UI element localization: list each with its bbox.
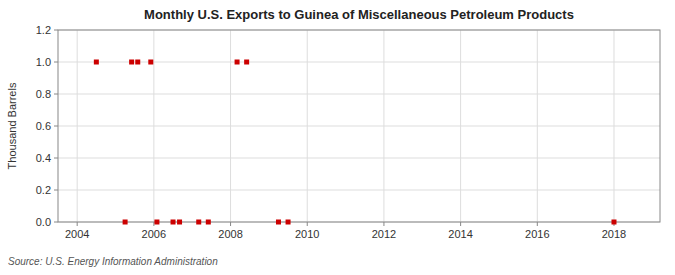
tick-label-x: 2008	[218, 228, 242, 240]
tick-label-x: 2012	[372, 228, 396, 240]
tick-x	[460, 222, 461, 226]
tick-label-x: 2016	[525, 228, 549, 240]
point	[123, 220, 128, 225]
point	[196, 220, 201, 225]
point	[286, 220, 291, 225]
grid-line-y	[58, 190, 660, 191]
point	[276, 220, 281, 225]
tick-label-y: 0.0	[36, 216, 51, 228]
tick-label-y: 1.2	[36, 24, 51, 36]
chart: 2004 2006 2008 2010 2012 2014 2016 2018 0.0 0.2 0.…	[0, 0, 675, 275]
tick-label-y: 0.6	[36, 120, 51, 132]
grid	[58, 30, 660, 222]
grid-line-y	[58, 126, 660, 127]
tick-label-y: 0.8	[36, 88, 51, 100]
point	[206, 220, 211, 225]
tick-x	[537, 222, 538, 226]
point	[94, 60, 99, 65]
plot-area	[58, 30, 660, 222]
point	[129, 60, 134, 65]
tick-label-y: 0.2	[36, 184, 51, 196]
tick-label-x: 2004	[65, 228, 89, 240]
tick-y	[54, 222, 58, 223]
tick-x	[383, 222, 384, 226]
tick-label-y: 1.0	[36, 56, 51, 68]
tick-y	[54, 62, 58, 63]
tick-label-x: 2018	[602, 228, 626, 240]
point	[154, 220, 159, 225]
points	[94, 60, 617, 225]
point	[135, 60, 140, 65]
tick-x	[153, 222, 154, 226]
tick-label-x: 2014	[448, 228, 472, 240]
tick-label-x: 2010	[295, 228, 319, 240]
tick-label-y: 0.4	[36, 152, 51, 164]
tick-x	[307, 222, 308, 226]
y-axis-label: Thousand Barrels	[6, 82, 18, 169]
tick-y	[54, 158, 58, 159]
grid-line-y	[58, 158, 660, 159]
plot-frame	[58, 30, 660, 222]
point	[244, 60, 249, 65]
point	[177, 220, 182, 225]
point	[171, 220, 176, 225]
title: Monthly U.S. Exports to Guinea of Miscel…	[144, 7, 574, 22]
tick-x	[230, 222, 231, 226]
tick-label-x: 2006	[142, 228, 166, 240]
tick-y	[54, 94, 58, 95]
point	[148, 60, 153, 65]
grid-line-y	[58, 94, 660, 95]
tick-y	[54, 126, 58, 127]
tick-x	[77, 222, 78, 226]
tick-y	[54, 190, 58, 191]
point	[611, 220, 616, 225]
tick-y	[54, 30, 58, 31]
point	[235, 60, 240, 65]
source: Source: U.S. Energy Information Administ…	[8, 256, 218, 267]
